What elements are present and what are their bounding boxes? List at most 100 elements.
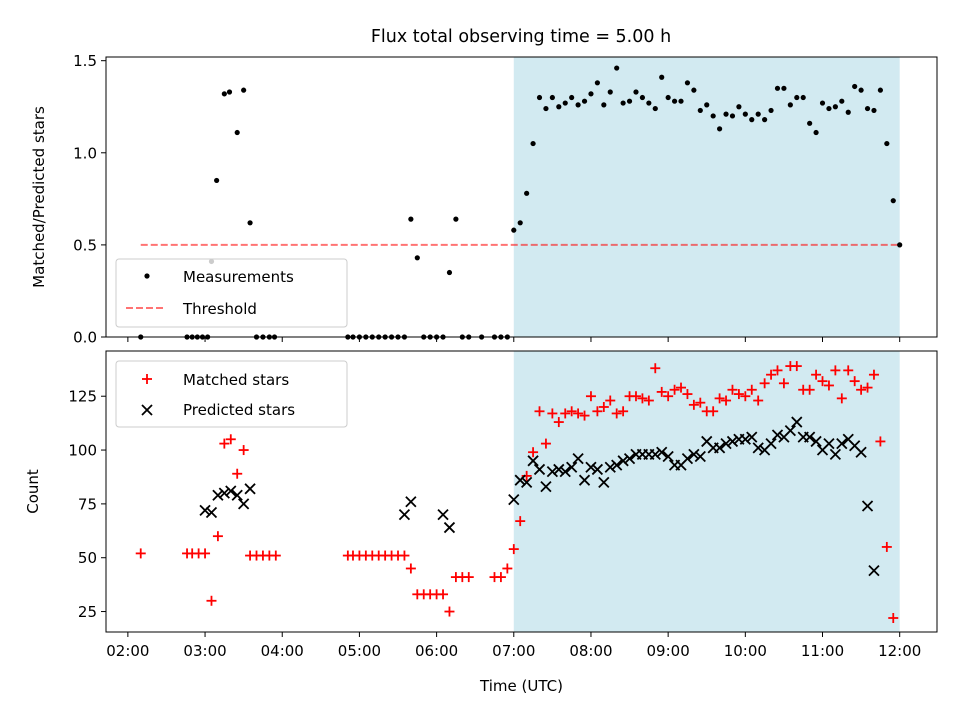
matched-star-point: [759, 378, 770, 389]
predicted-star-point: [508, 493, 520, 506]
measurement-point: [832, 104, 838, 110]
marker-stroke: [578, 474, 591, 486]
y-tick-label: 125: [68, 388, 97, 406]
measurement-point: [581, 98, 588, 104]
measurement-point: [626, 98, 633, 104]
marker-stroke: [443, 521, 456, 534]
marker-stroke: [836, 437, 848, 450]
legend-label-threshold: Threshold: [182, 300, 257, 318]
matched-star-point: [232, 468, 243, 479]
legend-marker-measurements: [144, 273, 150, 279]
marker-stroke: [771, 429, 784, 441]
measurement-point: [826, 105, 832, 112]
measurement-point: [755, 111, 761, 117]
measurement-point: [710, 113, 716, 119]
predicted-star-point: [443, 521, 456, 534]
measurement-point: [717, 126, 723, 132]
matched-star-point: [830, 365, 841, 376]
matched-star-point: [766, 369, 777, 380]
matched-star-point: [270, 550, 281, 561]
measurement-point: [678, 98, 684, 104]
measurement-point: [569, 94, 575, 101]
marker-stroke: [604, 461, 616, 473]
measurement-point: [749, 117, 755, 123]
marker-stroke: [746, 431, 758, 443]
marker-stroke: [405, 496, 417, 508]
measurement-point: [871, 107, 877, 114]
predicted-star-point: [546, 465, 559, 478]
measurement-point: [704, 102, 710, 108]
measurement-point: [671, 98, 678, 104]
predicted-star-point: [861, 500, 874, 512]
measurement-point: [659, 74, 665, 80]
matched-star-point: [405, 563, 416, 574]
matched-star-point: [650, 363, 661, 374]
x-tick-label: 08:00: [569, 642, 612, 660]
predicted-star-point: [527, 455, 539, 467]
marker-stroke: [225, 485, 237, 497]
matched-star-point: [438, 589, 449, 600]
measurement-point: [768, 107, 774, 114]
marker-stroke: [141, 404, 153, 416]
measurement-point: [852, 83, 858, 90]
marker-stroke: [398, 509, 411, 521]
matched-star-point: [727, 384, 738, 395]
predicted-star-point: [572, 453, 584, 465]
measurement-point: [691, 87, 697, 93]
matched-star-point: [135, 548, 146, 559]
measurement-point: [884, 140, 890, 147]
measurement-point: [543, 105, 549, 112]
marker-stroke: [585, 461, 597, 473]
measurement-point: [530, 140, 536, 147]
predicted-star-point: [225, 485, 237, 497]
marker-stroke: [829, 448, 842, 460]
x-tick-label: 10:00: [724, 642, 767, 660]
y-tick-label: 75: [78, 495, 97, 513]
marker-stroke: [540, 481, 552, 493]
measurement-point: [511, 227, 517, 233]
marker-stroke: [662, 450, 674, 463]
matched-star-point: [695, 397, 706, 408]
matched-star-point: [875, 436, 886, 447]
y-tick-label: 1.0: [73, 144, 97, 162]
matched-star-point: [669, 384, 680, 395]
predicted-star-point: [784, 425, 796, 437]
axes-frame: [105, 56, 938, 338]
predicted-star-point: [662, 450, 674, 463]
legend-x-marker: [141, 404, 153, 416]
measurement-point: [781, 85, 787, 91]
legend-marker-predicted-stars: [141, 404, 153, 416]
measurement-point: [575, 102, 581, 108]
matched-star-point: [592, 406, 603, 417]
measurement-point: [241, 87, 247, 93]
matched-star-point: [605, 395, 616, 406]
matched-star-point: [823, 380, 834, 391]
measurement-point: [556, 104, 562, 110]
predicted-star-point: [771, 429, 784, 441]
predicted-star-point: [514, 474, 526, 486]
y-axis-label: Matched/Predicted stars: [30, 106, 48, 288]
measurement-point: [665, 94, 671, 101]
matched-star-point: [618, 406, 629, 417]
predicted-star-point: [231, 489, 243, 501]
measurement-point: [601, 102, 607, 108]
predicted-star-point: [533, 463, 546, 476]
legend-label-matched-stars: Matched stars: [183, 371, 289, 389]
star-count-panel: 25 50 75 100 125 02:00 03:00 04:00 05:00 06:00 07…: [24, 350, 938, 695]
measurement-point: [839, 98, 845, 104]
matched-star-point: [573, 408, 584, 419]
predicted-star-point: [829, 448, 842, 460]
y-tick-label: 0.5: [73, 236, 97, 254]
predicted-star-point: [585, 461, 597, 473]
predicted-star-point: [804, 431, 816, 443]
predicted-star-point: [437, 509, 449, 521]
marker-stroke: [849, 440, 861, 452]
matched-star-point: [534, 406, 545, 417]
star-count-plot: [135, 361, 899, 624]
predicted-star-point: [688, 448, 700, 460]
marker-stroke: [231, 489, 243, 501]
matched-star-point: [566, 406, 577, 417]
legend-plus-marker: [142, 374, 152, 384]
measurement-point: [226, 89, 233, 95]
